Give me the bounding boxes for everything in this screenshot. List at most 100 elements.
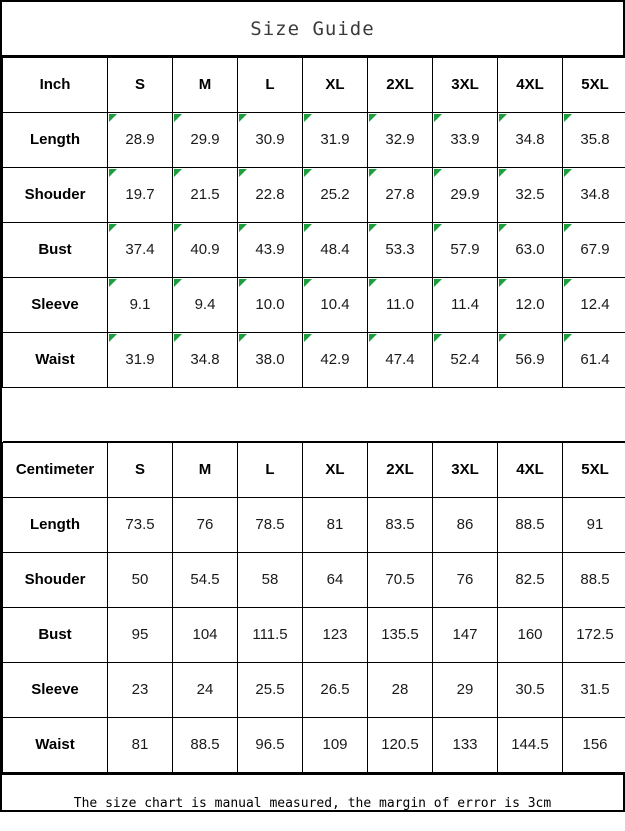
- table-cell: 109: [303, 718, 368, 773]
- table-cell: 47.4: [368, 333, 433, 388]
- inch-col-header-s: S: [108, 58, 173, 113]
- size-label-m: M: [199, 76, 212, 93]
- size-label-l: L: [265, 461, 274, 478]
- size-label-2xl: 2XL: [386, 461, 414, 478]
- table-cell: 70.5: [368, 553, 433, 608]
- inch-col-header-5xl: 5XL: [563, 58, 625, 113]
- page-title: Size Guide: [250, 18, 374, 40]
- table-cell: 32.9: [368, 113, 433, 168]
- table-cell: 52.4: [433, 333, 498, 388]
- inch-unit-label: Inch: [40, 76, 71, 93]
- table-cell: 88.5: [498, 498, 563, 553]
- table-cell: 38.0: [238, 333, 303, 388]
- inch-col-header-m: M: [173, 58, 238, 113]
- size-label-xl: XL: [325, 76, 344, 93]
- row-header-bust: Bust: [3, 223, 108, 278]
- inch-col-header-xl: XL: [303, 58, 368, 113]
- table-cell: 12.0: [498, 278, 563, 333]
- table-cell: 54.5: [173, 553, 238, 608]
- table-cell: 61.4: [563, 333, 625, 388]
- row-header-waist: Waist: [3, 333, 108, 388]
- table-cell: 19.7: [108, 168, 173, 223]
- table-row: Shouder 50 54.5 58 64 70.5 76 82.5 88.5: [3, 553, 625, 608]
- table-cell: 40.9: [173, 223, 238, 278]
- table-cell: 29: [433, 663, 498, 718]
- table-cell: 104: [173, 608, 238, 663]
- row-header-sleeve: Sleeve: [3, 278, 108, 333]
- centimeter-unit-label: Centimeter: [16, 461, 94, 478]
- table-cell: 22.8: [238, 168, 303, 223]
- size-tables-wrapper: Inch S M L XL 2XL 3XL 4XL 5XL Length 28.…: [2, 57, 623, 773]
- table-spacer-cell: [3, 388, 625, 442]
- table-cell: 25.2: [303, 168, 368, 223]
- table-cell: 9.4: [173, 278, 238, 333]
- table-cell: 82.5: [498, 553, 563, 608]
- size-guide-chart: Size Guide Inch S M L XL 2XL 3XL 4XL 5XL: [0, 0, 625, 812]
- table-cell: 120.5: [368, 718, 433, 773]
- table-cell: 29.9: [173, 113, 238, 168]
- footer-note-row: The size chart is manual measured, the m…: [2, 773, 623, 831]
- table-cell: 43.9: [238, 223, 303, 278]
- table-cell: 50: [108, 553, 173, 608]
- table-cell: 48.4: [303, 223, 368, 278]
- table-cell: 24: [173, 663, 238, 718]
- row-header-waist: Waist: [3, 718, 108, 773]
- table-cell: 25.5: [238, 663, 303, 718]
- size-label-5xl: 5XL: [581, 461, 609, 478]
- measurement-disclaimer: The size chart is manual measured, the m…: [74, 796, 551, 811]
- table-row: Waist 31.9 34.8 38.0 42.9 47.4 52.4 56.9…: [3, 333, 625, 388]
- table-cell: 91: [563, 498, 625, 553]
- table-cell: 28.9: [108, 113, 173, 168]
- cm-col-header-m: M: [173, 443, 238, 498]
- table-cell: 57.9: [433, 223, 498, 278]
- table-row: Bust 95 104 111.5 123 135.5 147 160 172.…: [3, 608, 625, 663]
- centimeter-table-body: Centimeter S M L XL 2XL 3XL 4XL 5XL Leng…: [3, 443, 625, 773]
- table-row: Length 28.9 29.9 30.9 31.9 32.9 33.9 34.…: [3, 113, 625, 168]
- table-cell: 29.9: [433, 168, 498, 223]
- cm-col-header-4xl: 4XL: [498, 443, 563, 498]
- centimeter-size-table: Centimeter S M L XL 2XL 3XL 4XL 5XL Leng…: [2, 442, 625, 773]
- inch-size-table: Inch S M L XL 2XL 3XL 4XL 5XL Length 28.…: [2, 57, 625, 442]
- table-cell: 123: [303, 608, 368, 663]
- table-cell: 30.5: [498, 663, 563, 718]
- table-cell: 12.4: [563, 278, 625, 333]
- table-cell: 156: [563, 718, 625, 773]
- size-label-l: L: [265, 76, 274, 93]
- table-cell: 31.5: [563, 663, 625, 718]
- inch-header-row: Inch S M L XL 2XL 3XL 4XL 5XL: [3, 58, 625, 113]
- table-cell: 147: [433, 608, 498, 663]
- table-cell: 10.4: [303, 278, 368, 333]
- row-header-sleeve: Sleeve: [3, 663, 108, 718]
- table-cell: 81: [303, 498, 368, 553]
- cm-col-header-3xl: 3XL: [433, 443, 498, 498]
- row-header-length: Length: [3, 498, 108, 553]
- table-cell: 144.5: [498, 718, 563, 773]
- size-label-4xl: 4XL: [516, 76, 544, 93]
- inch-col-header-3xl: 3XL: [433, 58, 498, 113]
- table-cell: 33.9: [433, 113, 498, 168]
- size-label-s: S: [135, 461, 145, 478]
- table-cell: 53.3: [368, 223, 433, 278]
- table-cell: 37.4: [108, 223, 173, 278]
- table-cell: 83.5: [368, 498, 433, 553]
- table-cell: 32.5: [498, 168, 563, 223]
- table-spacer-row: [3, 388, 625, 442]
- table-cell: 78.5: [238, 498, 303, 553]
- table-cell: 21.5: [173, 168, 238, 223]
- table-cell: 58: [238, 553, 303, 608]
- size-label-3xl: 3XL: [451, 461, 479, 478]
- table-cell: 30.9: [238, 113, 303, 168]
- table-row: Shouder 19.7 21.5 22.8 25.2 27.8 29.9 32…: [3, 168, 625, 223]
- size-label-2xl: 2XL: [386, 76, 414, 93]
- table-cell: 9.1: [108, 278, 173, 333]
- table-cell: 28: [368, 663, 433, 718]
- table-cell: 11.0: [368, 278, 433, 333]
- centimeter-unit-header: Centimeter: [3, 443, 108, 498]
- cm-col-header-5xl: 5XL: [563, 443, 625, 498]
- row-header-length: Length: [3, 113, 108, 168]
- table-row: Sleeve 23 24 25.5 26.5 28 29 30.5 31.5: [3, 663, 625, 718]
- cm-col-header-2xl: 2XL: [368, 443, 433, 498]
- table-cell: 26.5: [303, 663, 368, 718]
- size-label-5xl: 5XL: [581, 76, 609, 93]
- table-cell: 76: [433, 553, 498, 608]
